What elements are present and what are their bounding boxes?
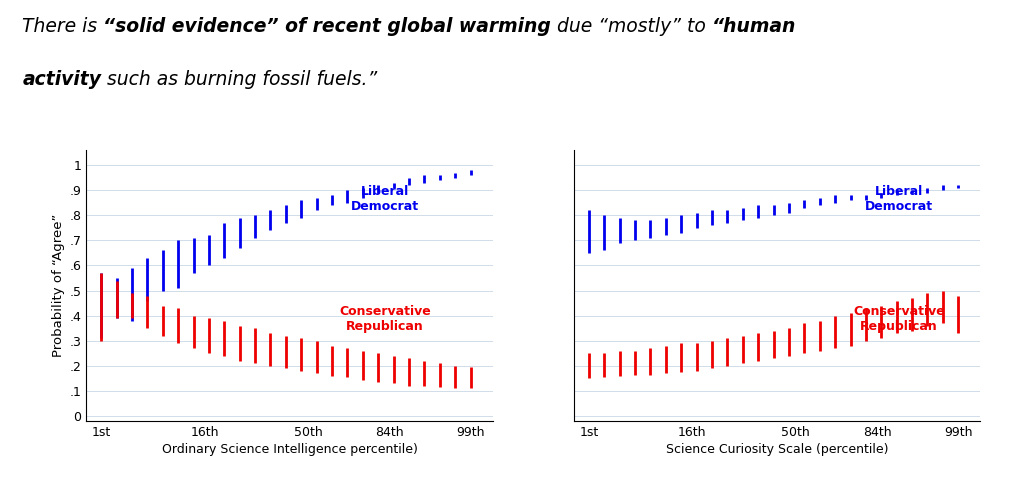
Text: due “mostly” to: due “mostly” to	[552, 17, 712, 36]
X-axis label: Science Curiosity Scale (percentile): Science Curiosity Scale (percentile)	[666, 443, 888, 456]
Text: Conservative
Republican: Conservative Republican	[853, 304, 945, 333]
Text: Liberal
Democrat: Liberal Democrat	[865, 185, 934, 213]
Y-axis label: Probability of “Agree”: Probability of “Agree”	[53, 214, 65, 357]
Text: “solid evidence” of recent global warming: “solid evidence” of recent global warmin…	[104, 17, 552, 36]
X-axis label: Ordinary Science Intelligence percentile): Ordinary Science Intelligence percentile…	[162, 443, 418, 456]
Text: activity: activity	[22, 70, 102, 89]
Text: Conservative
Republican: Conservative Republican	[339, 304, 431, 333]
Text: “human: “human	[712, 17, 797, 36]
Text: such as burning fossil fuels.”: such as burning fossil fuels.”	[102, 70, 378, 89]
Text: There is: There is	[22, 17, 104, 36]
Text: Liberal
Democrat: Liberal Democrat	[351, 185, 420, 213]
